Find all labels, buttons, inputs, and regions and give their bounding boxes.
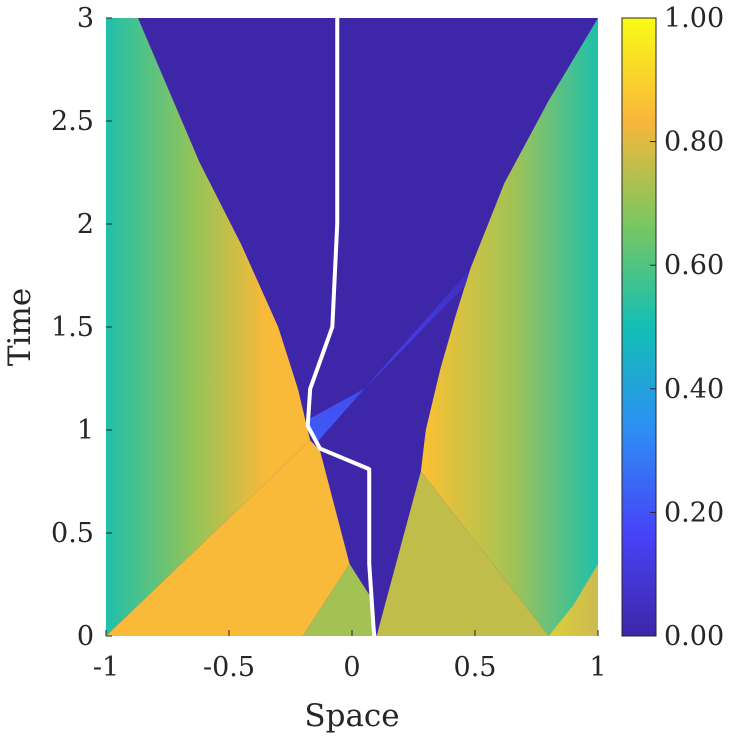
trajectory-layer bbox=[305, 18, 377, 637]
colorbar-tick-label: 0.00 bbox=[664, 621, 724, 652]
x-tick-label: 0.5 bbox=[454, 652, 497, 683]
trajectory-curve bbox=[305, 18, 377, 637]
y-tick-label: 3 bbox=[77, 3, 94, 34]
region-blue-wedge bbox=[307, 269, 471, 445]
y-tick-label: 0 bbox=[77, 621, 94, 652]
region-right-state bbox=[376, 471, 549, 636]
x-tick-label: -1 bbox=[93, 652, 119, 683]
x-axis-title: Space bbox=[304, 698, 399, 734]
colorbar-tick-label: 0.40 bbox=[664, 374, 724, 405]
colorbar-tick-label: 1.00 bbox=[664, 3, 724, 34]
region-middle-state bbox=[302, 563, 377, 636]
colorbar-gradient bbox=[621, 17, 657, 637]
x-tick-label: -0.5 bbox=[203, 652, 255, 683]
y-axis-title: Time bbox=[2, 288, 38, 366]
x-tick-label: 1 bbox=[589, 652, 606, 683]
colorbar-tick-label: 0.60 bbox=[664, 250, 724, 281]
axes: -1 -0.5 0 0.5 1 0 0.5 1 1.5 2 2.5 3 Space Time bbox=[2, 3, 607, 734]
colorbar-tick-label: 0.80 bbox=[664, 127, 724, 158]
colorbar: 0.00 0.20 0.40 0.60 0.80 1.00 bbox=[621, 3, 724, 652]
heatmap-plot bbox=[106, 18, 598, 636]
region-right-fan bbox=[420, 18, 598, 636]
y-tick-label: 1 bbox=[77, 415, 94, 446]
region-right-corner bbox=[548, 563, 598, 636]
region-left-fan bbox=[106, 18, 311, 636]
region-left-state bbox=[106, 440, 350, 636]
y-tick-label: 2 bbox=[77, 209, 94, 240]
y-tick-label: 2.5 bbox=[51, 106, 94, 137]
y-tick-label: 0.5 bbox=[51, 518, 94, 549]
x-tick-label: 0 bbox=[343, 652, 360, 683]
y-tick-label: 1.5 bbox=[51, 312, 94, 343]
colorbar-tick-label: 0.20 bbox=[664, 497, 724, 528]
